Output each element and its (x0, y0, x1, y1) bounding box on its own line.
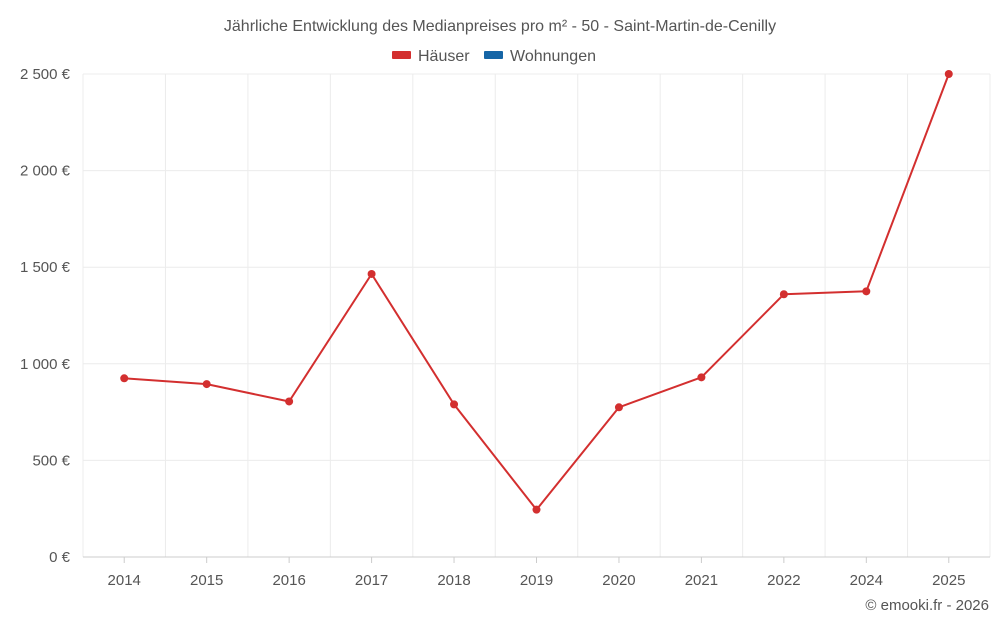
legend-swatch-houses (392, 51, 411, 59)
data-point-houses[interactable] (285, 397, 294, 406)
data-point-houses[interactable] (614, 403, 623, 412)
legend-label-houses: Häuser (418, 48, 470, 65)
data-point-houses[interactable] (367, 269, 376, 278)
y-axis: 0 € 500 € 1 000 € 1 500 € 2 000 € 2 500 € (20, 66, 71, 566)
x-tick-label: 2017 (355, 572, 388, 589)
x-tick-label: 2025 (932, 572, 965, 589)
x-tick-label: 2015 (190, 572, 223, 589)
data-point-houses[interactable] (120, 374, 129, 383)
x-tick-label: 2020 (602, 572, 635, 589)
chart-title: Jährliche Entwicklung des Medianpreises … (224, 18, 776, 35)
legend-swatch-apartments (484, 51, 503, 59)
series-houses (120, 70, 953, 514)
y-tick-label: 1 500 € (20, 259, 71, 276)
data-point-houses[interactable] (944, 70, 953, 78)
legend-item-apartments[interactable]: Wohnungen (484, 48, 596, 65)
data-point-houses[interactable] (862, 287, 871, 296)
x-tick-label: 2014 (108, 572, 141, 589)
data-point-houses[interactable] (450, 400, 459, 409)
data-point-houses[interactable] (697, 373, 706, 382)
x-tick-label: 2021 (685, 572, 718, 589)
credit-text: © emooki.fr - 2026 (865, 597, 989, 614)
x-axis: 2014 2015 2016 2017 2018 2019 2020 2021 2022 2024… (83, 556, 990, 589)
y-tick-label: 2 500 € (20, 66, 71, 83)
data-point-houses[interactable] (202, 380, 211, 389)
legend: Häuser Wohnungen (392, 48, 596, 65)
y-tick-label: 500 € (32, 452, 70, 469)
x-tick-label: 2022 (767, 572, 800, 589)
x-tick-label: 2016 (272, 572, 305, 589)
legend-item-houses[interactable]: Häuser (392, 48, 470, 65)
y-tick-label: 0 € (49, 549, 71, 566)
data-point-houses[interactable] (532, 505, 541, 514)
x-tick-label: 2024 (850, 572, 883, 589)
legend-label-apartments: Wohnungen (510, 48, 596, 65)
x-tick-label: 2018 (437, 572, 470, 589)
y-tick-label: 2 000 € (20, 163, 71, 180)
x-tick-label: 2019 (520, 572, 553, 589)
gridlines (82, 73, 991, 557)
data-point-houses[interactable] (779, 290, 788, 299)
y-tick-label: 1 000 € (20, 356, 71, 373)
